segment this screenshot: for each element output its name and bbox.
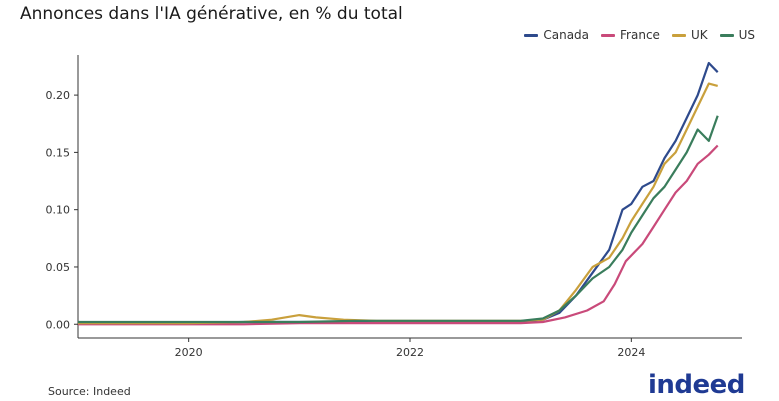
y-tick-label: 0.10 (46, 204, 71, 217)
y-tick-label: 0.05 (46, 261, 71, 274)
legend-swatch (524, 33, 539, 37)
axes: 0.00 0.05 0.10 0.15 0.20 2020 2022 2024 (46, 55, 742, 359)
legend-item-us: US (719, 28, 755, 42)
series-line-us (78, 115, 719, 324)
x-tick-label: 2022 (396, 346, 424, 359)
y-tick-label: 0.20 (46, 89, 71, 102)
series-line-uk (78, 82, 718, 325)
legend-label: UK (690, 28, 708, 42)
y-tick-label: 0.00 (46, 318, 71, 331)
legend-label: US (738, 28, 755, 42)
x-tick-label: 2020 (175, 346, 203, 359)
chart-legend: Canada France UK US (524, 28, 755, 42)
legend-swatch (601, 33, 616, 37)
x-tick-label: 2024 (617, 346, 645, 359)
series-lines (78, 61, 719, 326)
legend-swatch (671, 33, 686, 37)
legend-swatch (719, 33, 734, 37)
legend-item-uk: UK (671, 28, 708, 42)
legend-item-france: France (601, 28, 660, 42)
series-line-canada (78, 61, 719, 325)
chart-title: Annonces dans l'IA générative, en % du t… (20, 4, 403, 24)
y-tick-label: 0.15 (46, 146, 71, 159)
legend-item-canada: Canada (524, 28, 589, 42)
legend-label: Canada (543, 28, 590, 42)
legend-label: France (620, 28, 660, 42)
series-line-france (78, 144, 719, 326)
source-note: Source: Indeed (48, 385, 131, 398)
indeed-logo: indeed (648, 370, 745, 400)
